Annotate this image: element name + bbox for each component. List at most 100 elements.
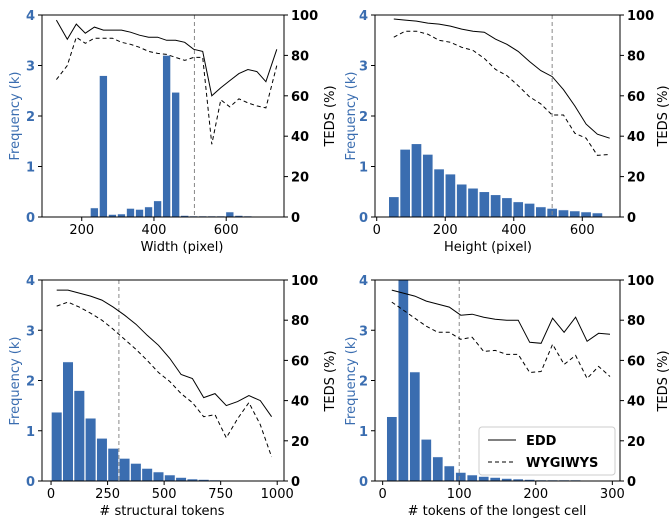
frequency-bar: [141, 468, 153, 482]
left-tick-label: 2: [359, 375, 368, 390]
x-tick-label: 200: [69, 223, 94, 238]
frequency-bar: [96, 437, 108, 482]
right-tick-label: 60: [291, 354, 309, 369]
edd-series-line: [56, 289, 273, 417]
legend: EDD WYGIWYS: [478, 426, 616, 476]
frequency-bar: [420, 438, 432, 482]
frequency-bar: [85, 417, 97, 482]
right-tick-label: 0: [627, 211, 636, 226]
x-axis-label: # structural tokens: [99, 504, 224, 519]
x-axis-label: Height (pixel): [444, 240, 532, 255]
frequency-bar: [175, 477, 187, 482]
frequency-bar: [478, 191, 490, 218]
frequency-bar: [51, 411, 63, 482]
frequency-bar: [225, 211, 235, 218]
left-tick-label: 1: [26, 425, 35, 440]
right-tick-label: 80: [627, 314, 645, 329]
right-tick-label: 20: [291, 171, 309, 186]
right-tick-label: 20: [627, 435, 645, 450]
edd-series-line: [393, 18, 610, 139]
left-tick-label: 3: [26, 324, 35, 339]
frequency-bar: [171, 91, 180, 218]
left-axis-label: Frequency (k): [344, 337, 359, 426]
x-tick-label: 400: [501, 223, 526, 238]
frequency-bar: [422, 154, 434, 218]
legend-edd-label: EDD: [526, 434, 557, 449]
right-axis-label: TEDS (%): [323, 85, 338, 147]
legend-wygiwys-label: WYGIWYS: [526, 456, 598, 471]
x-tick-label: 200: [523, 487, 548, 502]
wygiwys-series-line: [393, 30, 610, 156]
left-axis-label: Frequency (k): [8, 337, 23, 426]
frequency-bar: [130, 463, 142, 482]
right-tick-label: 100: [627, 274, 654, 289]
frequency-bar: [62, 361, 74, 482]
left-tick-label: 4: [26, 274, 35, 289]
right-tick-label: 40: [627, 395, 645, 410]
frequency-bar: [399, 149, 411, 218]
left-axis-label: Frequency (k): [344, 72, 359, 161]
x-tick-label: 500: [152, 487, 177, 502]
frequency-bar: [478, 476, 490, 482]
frequency-bar: [490, 194, 502, 218]
frequency-bar: [524, 203, 535, 218]
frequency-bar: [432, 456, 444, 482]
right-tick-label: 20: [291, 435, 309, 450]
left-tick-label: 1: [359, 425, 368, 440]
right-tick-label: 60: [627, 90, 645, 105]
left-tick-label: 4: [359, 274, 368, 289]
x-tick-label: 600: [570, 223, 595, 238]
frequency-bar: [107, 448, 119, 482]
left-tick-label: 1: [26, 161, 35, 176]
x-tick-label: 0: [373, 223, 381, 238]
frequency-bar: [569, 210, 581, 218]
frequency-bar: [99, 75, 108, 218]
frequency-bar: [512, 201, 524, 218]
left-tick-label: 2: [26, 110, 35, 125]
wygiwys-series-line: [56, 301, 273, 458]
x-tick-label: 600: [214, 223, 239, 238]
frequency-bar: [388, 196, 400, 218]
right-tick-label: 40: [291, 130, 309, 145]
right-tick-label: 0: [627, 475, 636, 490]
frequency-bar: [411, 143, 422, 218]
x-axis-label: Width (pixel): [141, 240, 224, 255]
frequency-bar: [153, 200, 162, 218]
frequency-bar: [118, 458, 131, 482]
left-axis-label: Frequency (k): [8, 72, 23, 161]
x-tick-label: 750: [208, 487, 233, 502]
left-tick-label: 1: [359, 161, 368, 176]
x-tick-label: 0: [47, 487, 55, 502]
frequency-bar: [456, 183, 468, 218]
frequency-bar: [558, 209, 569, 218]
legend-frame: [478, 426, 616, 476]
right-tick-label: 0: [291, 211, 300, 226]
frequency-bar: [591, 212, 603, 218]
right-tick-label: 100: [627, 9, 654, 24]
x-tick-label: 100: [447, 487, 472, 502]
frequency-bar: [433, 168, 445, 218]
right-tick-label: 80: [291, 49, 309, 64]
frequency-bar: [489, 477, 501, 482]
x-tick-label: 250: [95, 487, 120, 502]
frequency-bar: [135, 209, 144, 218]
x-tick-label: 400: [142, 223, 167, 238]
frequency-bar: [144, 206, 153, 218]
frequency-bar: [164, 474, 176, 482]
edd-series-line: [391, 289, 611, 344]
wygiwys-series-line: [56, 36, 278, 145]
edd-series-line: [55, 19, 278, 97]
right-tick-label: 60: [627, 354, 645, 369]
frequency-bar: [535, 206, 547, 218]
frequency-bar: [443, 465, 455, 482]
left-tick-label: 0: [359, 475, 368, 490]
frequency-bar: [466, 474, 478, 482]
right-tick-label: 0: [291, 475, 300, 490]
x-tick-label: 1000: [261, 487, 294, 502]
chart-panel-height: Height (pixel) Frequency (k) TEDS (%) 0 2…: [344, 9, 669, 255]
frequency-bar: [501, 197, 513, 218]
x-tick-label: 0: [379, 487, 387, 502]
frequency-bar: [455, 472, 467, 482]
left-tick-label: 4: [359, 9, 368, 24]
left-tick-label: 3: [359, 324, 368, 339]
